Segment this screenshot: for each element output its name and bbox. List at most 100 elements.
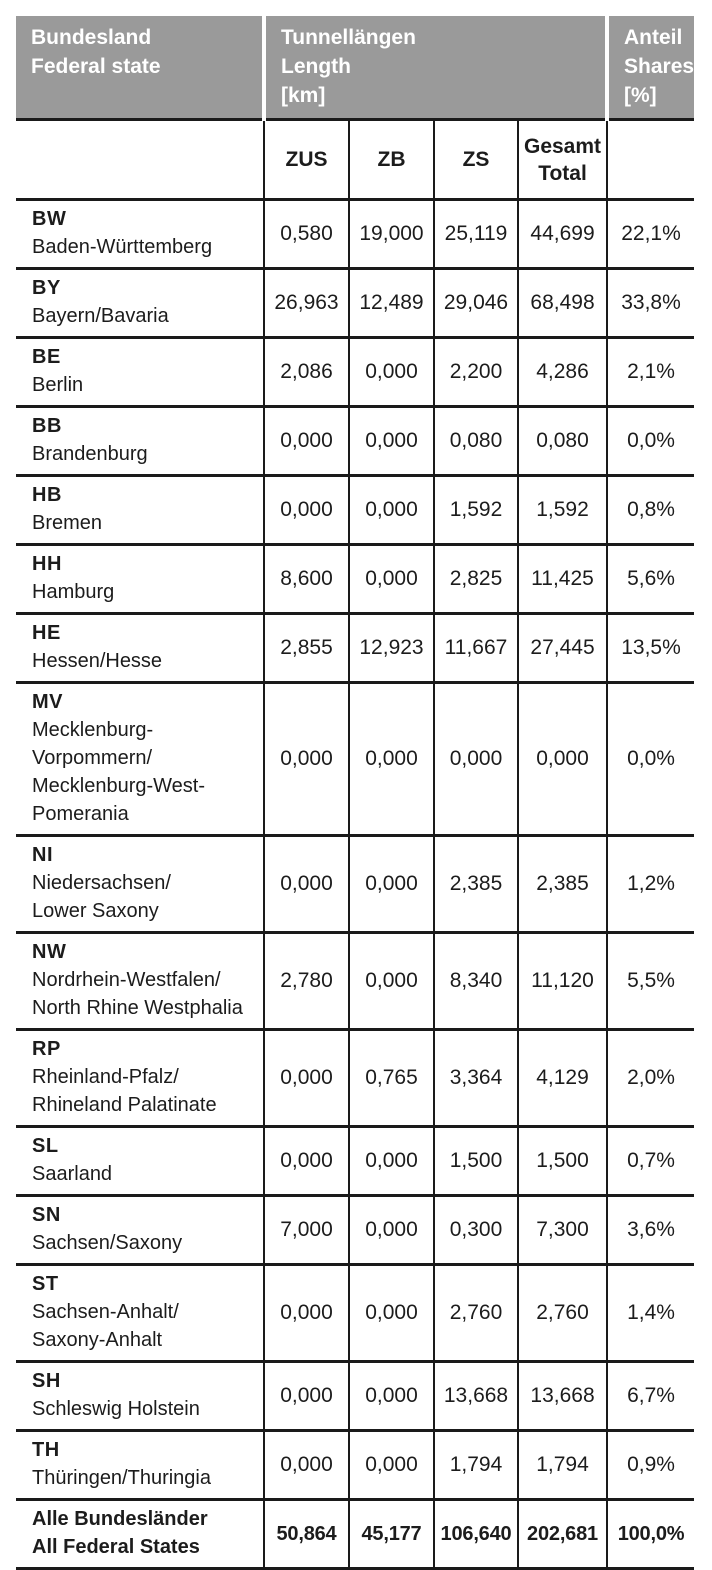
- state-cell: BB Brandenburg: [16, 405, 264, 476]
- zus-value: 2,855: [263, 612, 349, 683]
- row-th: TH Thüringen/Thuringia 0,000 0,000 1,794…: [16, 1429, 695, 1500]
- total-value: 4,286: [516, 336, 608, 407]
- share-value: 0,7%: [606, 1125, 695, 1196]
- total-label-cell: Alle Bundesländer All Federal States: [16, 1498, 264, 1570]
- state-cell: ST Sachsen-Anhalt/ Saxony-Anhalt: [16, 1263, 264, 1362]
- state-cell: NW Nordrhein-Westfalen/ North Rhine West…: [16, 931, 264, 1030]
- total-zs-value: 106,640: [433, 1498, 518, 1570]
- zs-value: 3,364: [433, 1028, 518, 1127]
- zus-value: 2,086: [263, 336, 349, 407]
- header-shares: Anteil Shares [%]: [605, 16, 694, 120]
- state-abbr: NI: [32, 844, 53, 866]
- state-abbr: TH: [32, 1439, 60, 1461]
- zs-value: 1,592: [433, 474, 518, 545]
- zb-value: 0,000: [348, 405, 434, 476]
- row-bw: BW Baden-Württemberg 0,580 19,000 25,119…: [16, 198, 695, 269]
- zus-value: 8,600: [263, 543, 349, 614]
- zus-value: 2,780: [263, 931, 349, 1030]
- zus-value: 0,000: [263, 474, 349, 545]
- state-name: Thüringen/Thuringia: [32, 1467, 211, 1489]
- zs-value: 13,668: [433, 1360, 518, 1431]
- state-abbr: SL: [32, 1135, 59, 1157]
- state-name: Berlin: [32, 374, 84, 396]
- zb-value: 0,000: [348, 474, 434, 545]
- state-cell: SN Sachsen/Saxony: [16, 1194, 264, 1265]
- state-abbr: HH: [32, 553, 62, 575]
- state-abbr: HE: [32, 622, 61, 644]
- share-value: 6,7%: [606, 1360, 695, 1431]
- zs-value: 0,080: [433, 405, 518, 476]
- total-value: 1,794: [516, 1429, 608, 1500]
- tunnel-lengths-table: Bundesland Federal state Tunnellängen Le…: [16, 16, 694, 1570]
- share-value: 0,0%: [606, 405, 695, 476]
- zb-value: 0,000: [348, 1194, 434, 1265]
- share-value: 5,5%: [606, 931, 695, 1030]
- row-he: HE Hessen/Hesse 2,855 12,923 11,667 27,4…: [16, 612, 695, 683]
- zb-value: 0,000: [348, 1125, 434, 1196]
- zb-value: 0,000: [348, 931, 434, 1030]
- state-cell: HB Bremen: [16, 474, 264, 545]
- zb-value: 0,000: [348, 336, 434, 407]
- state-abbr: BE: [32, 346, 61, 368]
- row-st: ST Sachsen-Anhalt/ Saxony-Anhalt 0,000 0…: [16, 1263, 695, 1362]
- zs-value: 8,340: [433, 931, 518, 1030]
- total-label: Alle Bundesländer All Federal States: [32, 1508, 208, 1558]
- state-abbr: NW: [32, 941, 67, 963]
- zb-value: 12,489: [348, 267, 434, 338]
- total-value: 2,385: [516, 834, 608, 933]
- share-value: 5,6%: [606, 543, 695, 614]
- share-value: 1,2%: [606, 834, 695, 933]
- zs-value: 2,385: [433, 834, 518, 933]
- state-name: Niedersachsen/ Lower Saxony: [32, 872, 171, 922]
- zus-value: 0,000: [263, 1263, 349, 1362]
- total-value: 0,080: [516, 405, 608, 476]
- state-cell: MV Mecklenburg- Vorpommern/ Mecklenburg-…: [16, 681, 264, 836]
- zb-value: 0,000: [348, 1429, 434, 1500]
- total-value: 68,498: [516, 267, 608, 338]
- share-value: 13,5%: [606, 612, 695, 683]
- row-mv: MV Mecklenburg- Vorpommern/ Mecklenburg-…: [16, 681, 695, 836]
- row-sl: SL Saarland 0,000 0,000 1,500 1,500 0,7%: [16, 1125, 695, 1196]
- zs-value: 0,000: [433, 681, 518, 836]
- zus-value: 0,000: [263, 1360, 349, 1431]
- state-cell: HE Hessen/Hesse: [16, 612, 264, 683]
- header-state: Bundesland Federal state: [16, 16, 264, 120]
- row-total: Alle Bundesländer All Federal States 50,…: [16, 1498, 695, 1570]
- zb-value: 0,000: [348, 1360, 434, 1431]
- state-cell: BE Berlin: [16, 336, 264, 407]
- total-share-value: 100,0%: [606, 1498, 695, 1570]
- zb-value: 0,000: [348, 834, 434, 933]
- state-abbr: BW: [32, 208, 67, 230]
- total-value: 1,500: [516, 1125, 608, 1196]
- zus-value: 0,000: [263, 681, 349, 836]
- state-name: Mecklenburg- Vorpommern/ Mecklenburg-Wes…: [32, 719, 206, 825]
- zus-value: 0,000: [263, 1125, 349, 1196]
- zs-value: 2,825: [433, 543, 518, 614]
- total-value: 0,000: [516, 681, 608, 836]
- share-value: 2,0%: [606, 1028, 695, 1127]
- row-sh: SH Schleswig Holstein 0,000 0,000 13,668…: [16, 1360, 695, 1431]
- state-cell: SH Schleswig Holstein: [16, 1360, 264, 1431]
- share-value: 22,1%: [606, 198, 695, 269]
- page: Bundesland Federal state Tunnellängen Le…: [16, 16, 695, 1570]
- state-abbr: BB: [32, 415, 62, 437]
- header-lengths: Tunnellängen Length [km]: [261, 16, 608, 120]
- zs-value: 11,667: [433, 612, 518, 683]
- share-value: 1,4%: [606, 1263, 695, 1362]
- subheader-zus: ZUS: [263, 118, 349, 200]
- total-zus-value: 50,864: [263, 1498, 349, 1570]
- row-hb: HB Bremen 0,000 0,000 1,592 1,592 0,8%: [16, 474, 695, 545]
- state-name: Hamburg: [32, 581, 115, 603]
- total-zb-value: 45,177: [348, 1498, 434, 1570]
- row-rp: RP Rheinland-Pfalz/ Rhineland Palatinate…: [16, 1028, 695, 1127]
- zus-value: 0,000: [263, 1028, 349, 1127]
- share-value: 33,8%: [606, 267, 695, 338]
- state-name: Saarland: [32, 1163, 113, 1185]
- total-value: 13,668: [516, 1360, 608, 1431]
- row-by: BY Bayern/Bavaria 26,963 12,489 29,046 6…: [16, 267, 695, 338]
- row-bb: BB Brandenburg 0,000 0,000 0,080 0,080 0…: [16, 405, 695, 476]
- subheader-row: ZUS ZB ZS Gesamt Total: [16, 118, 695, 200]
- state-abbr: RP: [32, 1038, 61, 1060]
- state-cell: NI Niedersachsen/ Lower Saxony: [16, 834, 264, 933]
- zb-value: 12,923: [348, 612, 434, 683]
